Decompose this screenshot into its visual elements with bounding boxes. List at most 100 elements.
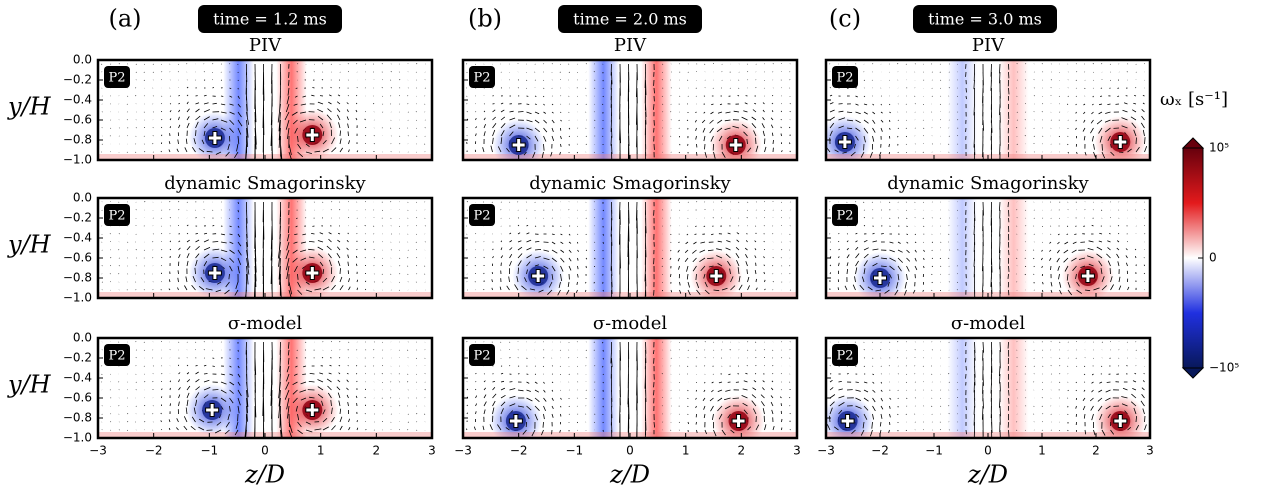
panel-letter: (c) — [829, 5, 861, 33]
time-label: time = 2.0 ms — [573, 10, 687, 29]
x-tick-label: 1 — [682, 444, 690, 458]
jet-band — [947, 338, 978, 438]
panel-title: dynamic Smagorinsky — [529, 173, 731, 194]
panel-title: PIV — [614, 35, 647, 56]
panel-letter: (b) — [468, 5, 502, 33]
vortex-center — [706, 266, 727, 286]
vector-arrows — [466, 201, 791, 298]
y-tick-label: −0.8 — [63, 271, 92, 285]
badge-box — [832, 66, 858, 88]
panel-field — [826, 60, 1150, 160]
x-tick-label: −3 — [454, 444, 472, 458]
y-tick-label: −0.4 — [63, 93, 92, 107]
vortex-center — [837, 411, 858, 431]
panel-title: σ-model — [228, 313, 302, 334]
vortex-cross — [532, 270, 545, 282]
y-tick-label: −1.0 — [63, 153, 92, 167]
panel-frame — [461, 196, 799, 300]
vortex-cross — [874, 272, 886, 284]
vector-arrows — [101, 201, 426, 298]
x-axis-label: z/D — [967, 461, 1008, 489]
vortex-cross — [841, 415, 854, 427]
badge-box — [832, 344, 858, 366]
panel-field — [463, 60, 797, 160]
vortex-center — [870, 268, 890, 288]
badge: P2 — [836, 71, 853, 86]
vector-arrows — [466, 63, 791, 160]
panel-field — [826, 338, 1150, 438]
y-tick-label: 0.0 — [73, 53, 92, 67]
vortex-cross — [1081, 270, 1094, 282]
x-tick-label: 2 — [373, 444, 381, 458]
vortex-cross — [306, 404, 319, 416]
y-tick-label: −0.2 — [63, 211, 92, 225]
x-tick-label: −3 — [89, 444, 107, 458]
time-label: time = 1.2 ms — [213, 10, 327, 29]
panel-letter: (a) — [108, 5, 141, 33]
panel-frame — [96, 336, 434, 440]
vortex-center — [834, 132, 855, 152]
colorbar-end — [1181, 367, 1205, 379]
y-tick-label: −1.0 — [63, 431, 92, 445]
vector-arrows — [826, 341, 1147, 438]
y-tick-label: 0.0 — [73, 331, 92, 345]
x-axis-label: z/D — [244, 461, 285, 489]
badge: P2 — [473, 209, 490, 224]
vortex-center — [725, 135, 746, 155]
vector-arrows — [829, 201, 1146, 298]
y-axis-label: y/H — [7, 231, 52, 259]
badge-box — [104, 66, 130, 88]
panel-title: dynamic Smagorinsky — [164, 173, 366, 194]
jet-band — [588, 198, 619, 298]
vortex-cross — [208, 132, 221, 144]
panel-title: σ-model — [593, 313, 667, 334]
vortex-center — [1110, 411, 1131, 431]
x-tick-label: 3 — [1146, 444, 1154, 458]
x-tick-label: 0 — [984, 444, 992, 458]
panel-title: PIV — [972, 35, 1005, 56]
badge: P2 — [108, 349, 125, 364]
y-axis-label: y/H — [7, 93, 52, 121]
x-tick-label: −2 — [871, 444, 889, 458]
panel-frame — [96, 196, 434, 300]
x-tick-label: 2 — [738, 444, 746, 458]
badge-box — [469, 204, 495, 226]
x-tick-label: 0 — [261, 444, 269, 458]
badge-box — [469, 344, 495, 366]
jet-band — [641, 60, 672, 160]
y-tick-label: −1.0 — [63, 291, 92, 305]
panel-title: PIV — [249, 35, 282, 56]
x-tick-label: 3 — [428, 444, 436, 458]
colorbar-label: ωₓ [s⁻¹] — [1160, 89, 1228, 110]
badge-box — [104, 344, 130, 366]
x-tick-label: −1 — [925, 444, 943, 458]
vortex-cross — [306, 267, 319, 279]
x-tick-label: 1 — [1038, 444, 1046, 458]
vortex-center — [204, 128, 225, 148]
y-tick-label: −0.6 — [63, 391, 92, 405]
vortex-center — [302, 263, 323, 283]
x-tick-label: 2 — [1092, 444, 1100, 458]
badge-box — [469, 66, 495, 88]
y-tick-label: −0.4 — [63, 231, 92, 245]
panel-field — [463, 338, 797, 438]
badge: P2 — [108, 209, 125, 224]
x-tick-label: −1 — [565, 444, 583, 458]
x-tick-label: −1 — [200, 444, 218, 458]
vortex-center — [1077, 266, 1098, 286]
badge-box — [832, 204, 858, 226]
time-box — [198, 5, 342, 33]
panel-field — [826, 198, 1150, 298]
x-axis-label: z/D — [609, 461, 650, 489]
vortex-center — [508, 135, 529, 155]
panel-frame — [96, 58, 434, 162]
vortex-cross — [206, 404, 219, 416]
y-tick-label: −0.6 — [63, 251, 92, 265]
vortex-center — [202, 400, 223, 420]
vortex-cross — [512, 139, 525, 151]
jet-band — [947, 60, 978, 160]
time-box — [913, 5, 1057, 33]
vortex-center — [1110, 132, 1131, 152]
